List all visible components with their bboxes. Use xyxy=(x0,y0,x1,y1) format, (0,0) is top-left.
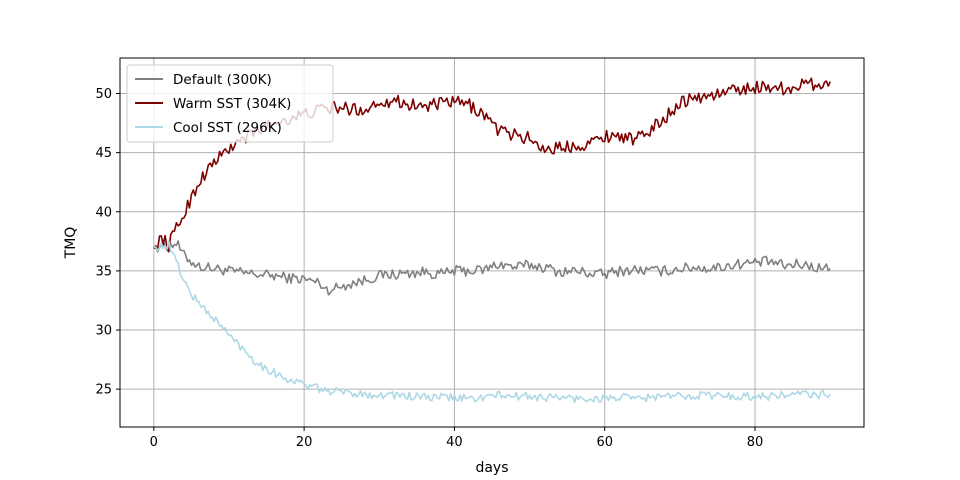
grid xyxy=(120,58,864,427)
x-axis: 0 20 40 60 80 xyxy=(150,427,764,450)
y-axis: 25 30 35 40 45 50 xyxy=(95,87,120,398)
series-line-2 xyxy=(153,240,831,404)
legend: Default (300K) Warm SST (304K) Cool SST (2… xyxy=(126,64,334,143)
x-tick-label: 40 xyxy=(446,435,463,450)
legend-box xyxy=(126,64,334,143)
x-tick-label: 0 xyxy=(150,435,158,450)
y-tick-label: 45 xyxy=(95,146,112,161)
x-axis-label: days xyxy=(475,460,508,476)
y-tick-label: 40 xyxy=(95,205,112,220)
legend-label: Default (300K) xyxy=(173,72,272,88)
plot-frame xyxy=(119,57,865,428)
legend-label: Warm SST (304K) xyxy=(173,96,291,112)
y-tick-label: 35 xyxy=(95,264,112,279)
y-tick-label: 25 xyxy=(95,383,112,398)
x-tick-label: 80 xyxy=(747,435,764,450)
y-tick-label: 50 xyxy=(95,87,112,102)
x-tick-label: 60 xyxy=(596,435,613,450)
series-line-0 xyxy=(153,239,831,296)
legend-label: Cool SST (296K) xyxy=(173,120,282,136)
y-axis-label: TMQ xyxy=(63,227,79,260)
y-tick-label: 30 xyxy=(95,324,112,339)
x-tick-label: 20 xyxy=(296,435,313,450)
